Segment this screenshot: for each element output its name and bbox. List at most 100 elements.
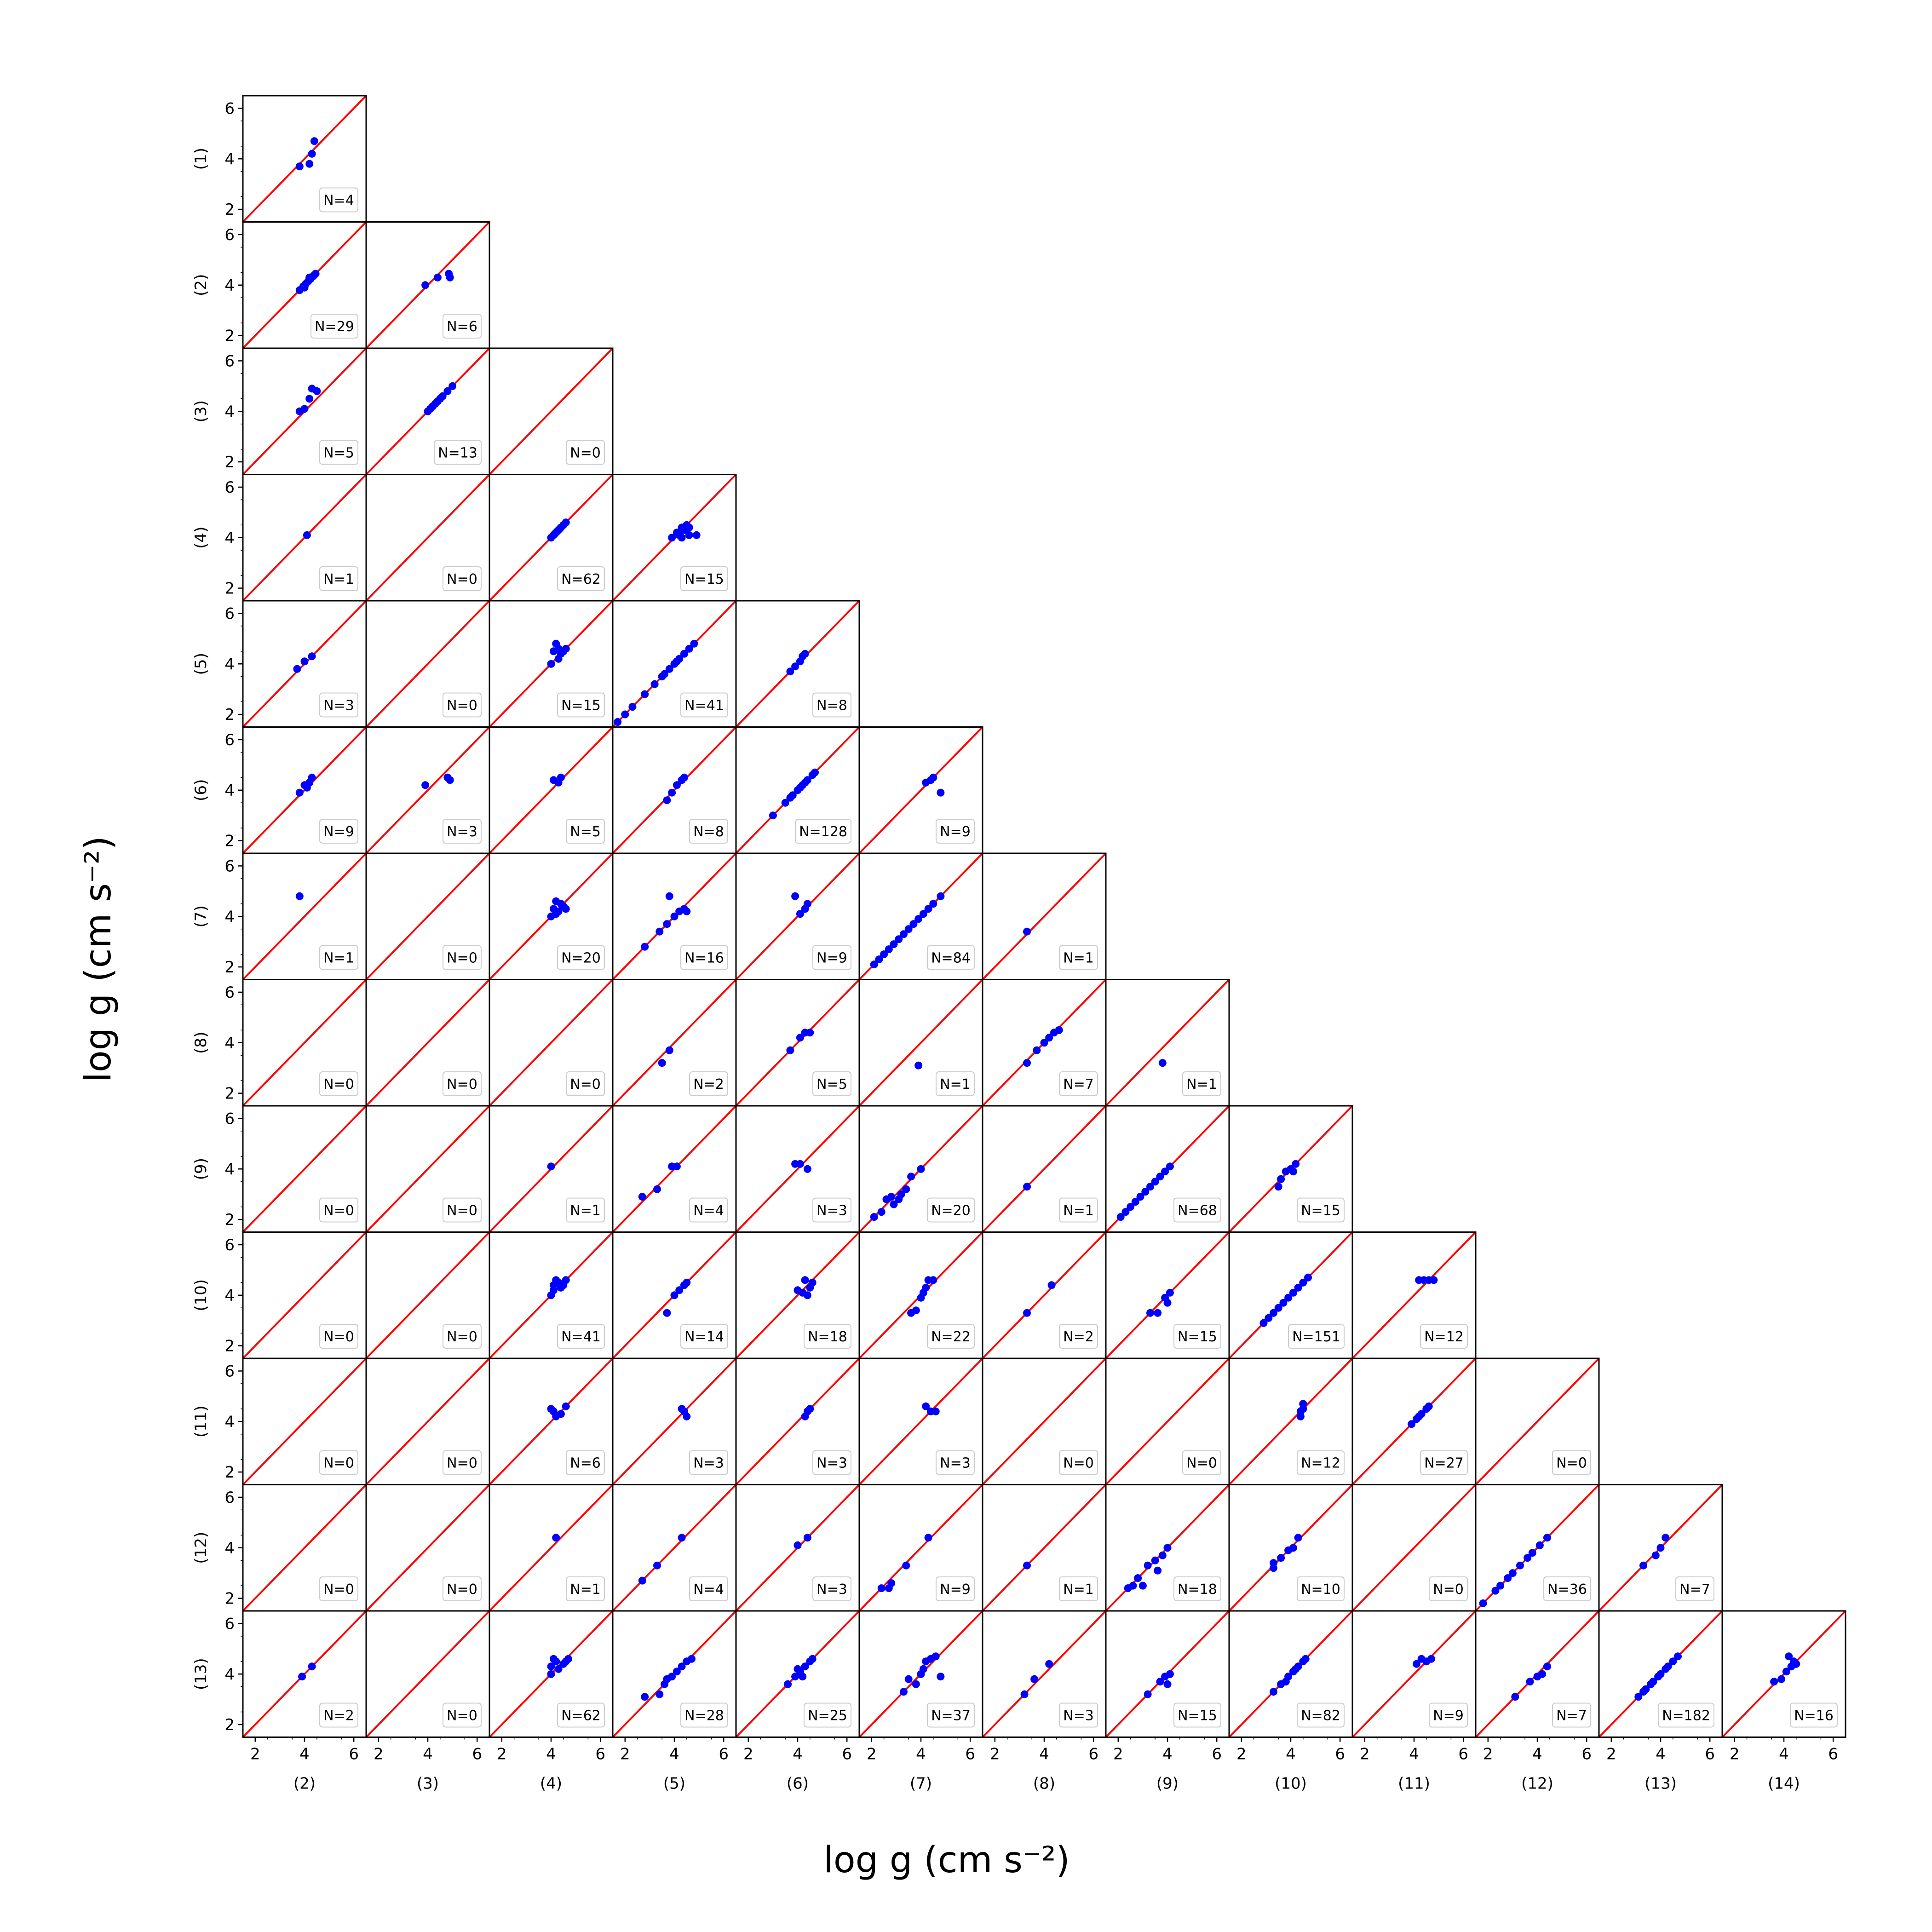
- data-point: [549, 1286, 558, 1294]
- count-box: [936, 819, 975, 844]
- x-tick-label: 2: [990, 1745, 1000, 1764]
- data-point: [298, 1673, 306, 1681]
- count-box: [319, 187, 358, 213]
- count-box: [680, 1324, 728, 1349]
- count-label: N=13: [438, 445, 477, 461]
- count-label: N=15: [684, 571, 724, 587]
- data-point: [673, 657, 681, 666]
- panel: N=4: [612, 1105, 737, 1233]
- data-point: [308, 652, 316, 661]
- panel: N=0: [365, 1231, 490, 1359]
- count-box: [927, 1702, 975, 1728]
- data-point: [902, 1561, 910, 1570]
- x-tick-label: 6: [595, 1745, 605, 1764]
- panel: N=4: [612, 1484, 737, 1612]
- data-point: [907, 1173, 915, 1181]
- count-box: [1173, 1197, 1221, 1223]
- count-box: [443, 566, 482, 591]
- x-tick-label: 4: [1532, 1745, 1542, 1764]
- panel: N=2: [242, 1610, 367, 1738]
- data-point: [638, 1576, 646, 1585]
- data-point: [1299, 1278, 1307, 1287]
- count-box: [443, 1702, 482, 1728]
- panel-row: N=1 N=0 N=62 N=15 2 4 6 (4): [192, 474, 737, 602]
- data-point: [1144, 1690, 1152, 1698]
- data-point: [1166, 1162, 1174, 1171]
- data-point: [1284, 1294, 1293, 1302]
- data-point: [900, 930, 908, 938]
- x-tick-label: 6: [1335, 1745, 1345, 1764]
- data-point: [1425, 1402, 1433, 1410]
- data-point: [1163, 1299, 1172, 1307]
- count-label: N=0: [1063, 1455, 1094, 1472]
- panel: N=0: [242, 1105, 367, 1233]
- panel: N=2: [612, 979, 737, 1107]
- data-point: [1279, 1299, 1288, 1307]
- row-label: (8): [192, 1032, 210, 1054]
- count-box: [557, 1324, 605, 1349]
- x-tick-label: 4: [1409, 1745, 1419, 1764]
- data-point: [1023, 1183, 1031, 1191]
- data-point: [917, 1165, 925, 1173]
- data-point: [1526, 1678, 1534, 1686]
- row-label: (12): [192, 1532, 210, 1564]
- count-box: [1059, 1702, 1098, 1728]
- row-label: (5): [192, 653, 210, 675]
- data-point: [929, 900, 937, 908]
- data-point: [685, 531, 693, 539]
- col-label: (5): [663, 1775, 685, 1793]
- data-point: [628, 703, 637, 711]
- data-point: [688, 1655, 696, 1663]
- data-point: [924, 1534, 932, 1542]
- y-tick-label: 4: [224, 402, 235, 421]
- panel: N=15: [612, 474, 737, 602]
- data-point: [801, 778, 809, 787]
- count-box: [680, 566, 728, 591]
- data-point: [781, 799, 789, 807]
- identity-line: [1351, 1231, 1477, 1359]
- identity-line: [365, 474, 490, 602]
- count-box: [443, 1324, 482, 1349]
- data-point: [305, 395, 314, 403]
- data-point: [870, 960, 878, 969]
- data-point: [1651, 1551, 1660, 1559]
- count-label: N=182: [1662, 1708, 1710, 1724]
- data-point: [1274, 1183, 1282, 1191]
- data-point: [1639, 1688, 1647, 1696]
- data-point: [786, 1046, 794, 1054]
- data-point: [1136, 1193, 1144, 1201]
- identity-line: [735, 1357, 860, 1485]
- data-point: [924, 905, 932, 913]
- data-point: [1654, 1673, 1662, 1681]
- count-box: [1059, 1071, 1098, 1096]
- data-point: [653, 1561, 661, 1570]
- panel: N=29: [242, 221, 367, 349]
- count-box: [443, 692, 482, 718]
- panel: N=8: [612, 726, 737, 854]
- count-label: N=5: [816, 1076, 847, 1092]
- panel: N=68: [1105, 1105, 1230, 1233]
- panel: N=2: [982, 1231, 1107, 1359]
- identity-line: [858, 726, 983, 854]
- data-point: [547, 1662, 555, 1671]
- x-tick-label: 4: [1656, 1745, 1666, 1764]
- data-point: [919, 1665, 927, 1673]
- identity-line: [612, 1484, 737, 1612]
- count-box: [1658, 1702, 1714, 1728]
- data-point: [799, 1673, 807, 1681]
- data-point: [796, 910, 804, 918]
- data-point: [300, 283, 309, 292]
- count-label: N=1: [1186, 1076, 1217, 1092]
- data-point: [1129, 1581, 1137, 1590]
- panel: N=3: [735, 1484, 860, 1612]
- y-tick-label: 4: [224, 150, 235, 168]
- count-label: N=6: [570, 1455, 601, 1472]
- data-point: [1146, 1183, 1154, 1191]
- panel: N=1: [982, 1484, 1107, 1612]
- x-tick-label: 6: [1212, 1745, 1222, 1764]
- data-point: [794, 1665, 802, 1673]
- row-label: (3): [192, 400, 210, 422]
- identity-line: [365, 979, 490, 1107]
- data-point: [890, 940, 898, 949]
- data-point: [556, 525, 564, 533]
